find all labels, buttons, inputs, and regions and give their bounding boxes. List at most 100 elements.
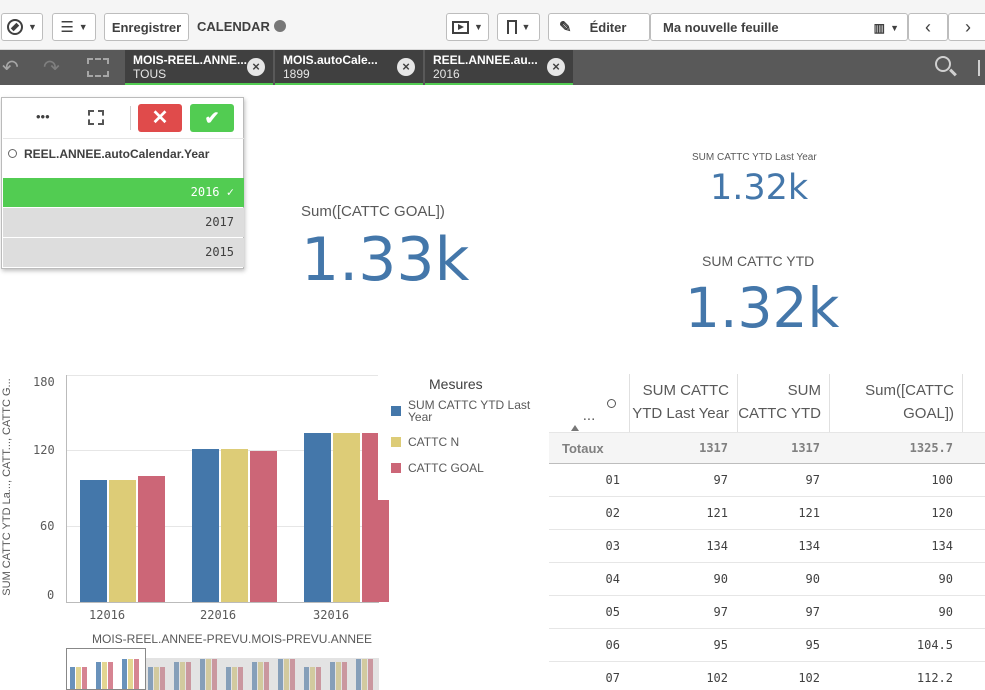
listbox-search-field[interactable]: REEL.ANNEE.autoCalendar.Year bbox=[2, 143, 244, 165]
list-item[interactable]: 2015 bbox=[3, 238, 244, 267]
legend-item-label[interactable]: SUM CATTC YTD Last Year bbox=[408, 398, 531, 424]
bar[interactable] bbox=[138, 475, 165, 602]
minimap-bar bbox=[108, 662, 113, 690]
screen-play-icon bbox=[452, 20, 470, 34]
selection-item[interactable]: REEL.ANNEE.au... 2016 × bbox=[425, 50, 573, 85]
step-back-icon[interactable]: ↶ bbox=[2, 57, 19, 79]
close-icon[interactable]: × bbox=[397, 58, 415, 76]
chart-scroll-minimap[interactable] bbox=[66, 648, 379, 690]
table-cell: 121 bbox=[798, 506, 820, 520]
kpi-ytd-label: SUM CATTC YTD bbox=[702, 253, 815, 269]
y-tick-label: 0 bbox=[47, 588, 55, 602]
row-dimension-cell[interactable]: 05 bbox=[605, 605, 620, 619]
bar[interactable] bbox=[192, 449, 219, 602]
edit-button[interactable]: ✎ Éditer bbox=[548, 13, 650, 41]
totals-cell: 1317 bbox=[699, 441, 728, 455]
table-row[interactable]: 01 97 97 100 bbox=[549, 464, 985, 497]
bar[interactable] bbox=[304, 433, 331, 602]
table-row[interactable]: 05 97 97 90 bbox=[549, 596, 985, 629]
row-dimension-cell[interactable]: 01 bbox=[605, 473, 620, 487]
table-cell: 120 bbox=[931, 506, 953, 520]
clear-selection-icon[interactable] bbox=[88, 110, 104, 125]
table-row[interactable]: 03 134 134 134 bbox=[549, 530, 985, 563]
close-icon[interactable]: × bbox=[547, 58, 565, 76]
pencil-icon: ✎ bbox=[559, 19, 572, 36]
menu-button[interactable]: ☰ ▼ bbox=[52, 13, 96, 41]
app-title-text: CALENDAR bbox=[197, 19, 270, 34]
table-row[interactable]: 04 90 90 90 bbox=[549, 563, 985, 596]
bar[interactable] bbox=[109, 479, 136, 602]
bar-chart-icon: ▥ bbox=[873, 21, 885, 35]
x-axis-title: MOIS-REEL.ANNEE-PREVU.MOIS-PREVU.ANNEE bbox=[92, 632, 373, 646]
kpi-ytd-value: 1.32k bbox=[685, 276, 840, 340]
list-item[interactable]: 2016 ✓ bbox=[3, 178, 244, 207]
close-icon[interactable]: × bbox=[247, 58, 265, 76]
table-row[interactable]: 06 95 95 104.5 bbox=[549, 629, 985, 662]
sort-ascending-icon bbox=[571, 425, 579, 431]
row-dimension-cell[interactable]: 02 bbox=[605, 506, 620, 520]
table-cell: 97 bbox=[713, 473, 728, 487]
selection-item[interactable]: MOIS-REEL.ANNE... TOUS × bbox=[125, 50, 273, 85]
selections-bar: ↶ ↷ MOIS-REEL.ANNE... TOUS × MOIS.autoCa… bbox=[0, 50, 985, 85]
row-dimension-cell[interactable]: 04 bbox=[605, 572, 620, 586]
minimap-bar bbox=[128, 659, 133, 690]
table-cell: 90 bbox=[938, 605, 953, 619]
table-cell: 134 bbox=[706, 539, 728, 553]
bar[interactable] bbox=[80, 479, 107, 602]
table-cell: 102 bbox=[706, 671, 728, 685]
table-body: 01 97 97 100 02 121 121 120 03 134 134 134 04 90 90 90 0… bbox=[549, 464, 985, 690]
legend-item-label[interactable]: CATTC GOAL bbox=[408, 461, 484, 475]
navigation-button[interactable]: ▼ bbox=[1, 13, 43, 41]
sheet-name: Ma nouvelle feuille bbox=[663, 19, 779, 35]
divider bbox=[130, 106, 131, 130]
column-header[interactable]: Sum([CATTC GOAL]) bbox=[830, 374, 963, 432]
sheet-selector[interactable]: Ma nouvelle feuille ▥ ▼ bbox=[650, 13, 908, 41]
bar[interactable] bbox=[333, 433, 360, 602]
next-sheet-button[interactable]: › bbox=[948, 13, 985, 41]
chart-legend: Mesures SUM CATTC YTD Last Year CATTC N … bbox=[378, 370, 548, 500]
minimap-viewport[interactable] bbox=[66, 648, 146, 690]
gridline bbox=[66, 375, 379, 376]
field-name: REEL.ANNEE.autoCalendar.Year bbox=[24, 147, 210, 161]
present-button[interactable]: ▼ bbox=[446, 13, 489, 41]
compass-icon bbox=[7, 19, 24, 35]
globe-icon bbox=[273, 20, 286, 32]
x-tick-label: 22016 bbox=[200, 608, 237, 622]
kpi-ytd-last-year-label: SUM CATTC YTD Last Year bbox=[692, 152, 817, 163]
totals-cell: 1325.7 bbox=[909, 441, 953, 455]
search-icon[interactable] bbox=[607, 399, 616, 408]
legend-item-label[interactable]: CATTC N bbox=[408, 435, 460, 449]
row-dimension-cell[interactable]: 06 bbox=[605, 638, 620, 652]
search-icon[interactable] bbox=[935, 56, 957, 77]
cancel-selection-button[interactable]: ✕ bbox=[138, 104, 182, 132]
bar[interactable] bbox=[221, 449, 248, 602]
column-header[interactable]: SUM CATTC YTD Last Year bbox=[630, 374, 738, 432]
minimap-bar bbox=[122, 659, 127, 690]
bookmark-button[interactable]: ▼ bbox=[497, 13, 540, 41]
selection-value: 2016 bbox=[433, 67, 460, 81]
selection-value: TOUS bbox=[133, 67, 167, 81]
list-item[interactable]: 2017 bbox=[3, 208, 244, 237]
previous-sheet-button[interactable]: ‹ bbox=[908, 13, 948, 41]
selection-item[interactable]: MOIS.autoCale... 1899 × bbox=[275, 50, 423, 85]
confirm-selection-button[interactable]: ✔ bbox=[190, 104, 234, 132]
table-row[interactable]: 02 121 121 120 bbox=[549, 497, 985, 530]
more-icon[interactable] bbox=[978, 60, 985, 76]
selection-field: MOIS-REEL.ANNE... bbox=[133, 53, 248, 67]
chevron-down-icon: ▼ bbox=[78, 22, 88, 32]
check-icon: ✓ bbox=[226, 185, 234, 199]
save-button[interactable]: Enregistrer bbox=[104, 13, 189, 41]
column-header[interactable]: SUM CATTC YTD bbox=[738, 374, 830, 432]
clear-selections-icon[interactable] bbox=[87, 58, 109, 77]
table-cell: 90 bbox=[805, 572, 820, 586]
dimension-header[interactable]: ... bbox=[549, 374, 630, 432]
row-dimension-cell[interactable]: 07 bbox=[605, 671, 620, 685]
more-options-button[interactable]: ••• bbox=[36, 109, 50, 124]
table-row[interactable]: 07 102 102 112.2 bbox=[549, 662, 985, 690]
row-dimension-cell[interactable]: 03 bbox=[605, 539, 620, 553]
totals-label: Totaux bbox=[562, 441, 604, 456]
minimap-shade bbox=[146, 658, 379, 690]
bar[interactable] bbox=[250, 450, 277, 602]
selection-field: MOIS.autoCale... bbox=[283, 53, 378, 67]
step-forward-icon[interactable]: ↷ bbox=[43, 57, 60, 79]
